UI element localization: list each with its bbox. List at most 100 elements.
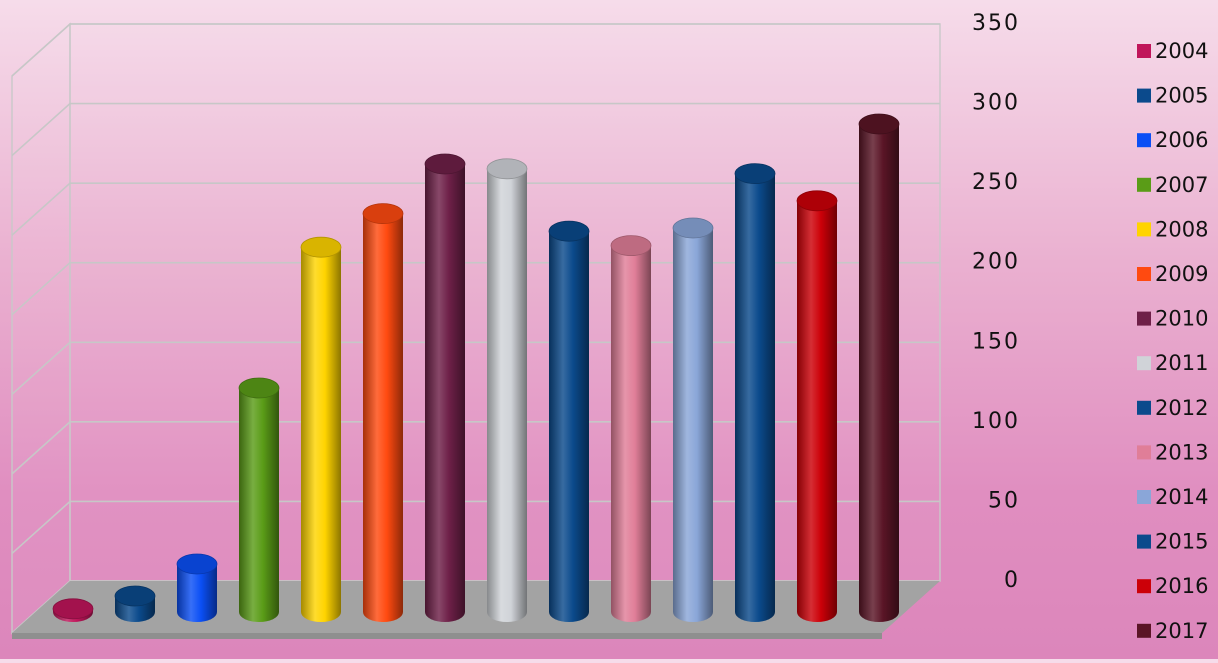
gridline-250 bbox=[11, 182, 940, 236]
legend-item-2004: 2004 bbox=[1137, 39, 1208, 63]
bar-2009 bbox=[362, 203, 404, 622]
legend-swatch bbox=[1137, 579, 1151, 594]
legend-swatch bbox=[1137, 88, 1151, 103]
legend-swatch bbox=[1137, 222, 1151, 237]
bar-2005 bbox=[114, 585, 156, 622]
bar-body bbox=[859, 124, 899, 622]
bar-body bbox=[611, 245, 651, 622]
y-tick-label: 300 bbox=[972, 91, 1020, 116]
bar-2007 bbox=[238, 377, 280, 622]
legend-label: 2007 bbox=[1155, 173, 1208, 197]
legend-item-2011: 2011 bbox=[1137, 351, 1208, 375]
bar-top bbox=[548, 220, 590, 242]
legend-item-2010: 2010 bbox=[1137, 307, 1208, 331]
bar-top bbox=[486, 158, 528, 180]
bars bbox=[52, 113, 900, 623]
legend-swatch bbox=[1137, 534, 1151, 549]
y-tick-label: 100 bbox=[972, 409, 1020, 434]
legend-swatch bbox=[1137, 400, 1151, 415]
bar-top bbox=[610, 235, 652, 257]
legend-item-2012: 2012 bbox=[1137, 396, 1208, 420]
bar-top bbox=[858, 113, 900, 135]
legend: 2004 2005 2006 2007 2008 2009 2010 2011 2012 2013… bbox=[1137, 39, 1208, 643]
bar-top bbox=[424, 153, 466, 175]
bar-body bbox=[301, 247, 341, 622]
legend-item-2006: 2006 bbox=[1137, 128, 1208, 152]
bar-2006 bbox=[176, 553, 218, 622]
legend-swatch bbox=[1137, 490, 1151, 504]
bar-2017 bbox=[858, 113, 900, 622]
bar-top bbox=[176, 553, 218, 575]
legend-item-2016: 2016 bbox=[1137, 574, 1208, 598]
bar-2014 bbox=[672, 217, 714, 622]
y-axis-ticks: 0 50 100 150 200 250 300 350 bbox=[972, 11, 1020, 593]
legend-item-2014: 2014 bbox=[1137, 485, 1208, 509]
y-tick-label: 250 bbox=[972, 170, 1020, 195]
bar-body bbox=[487, 168, 527, 623]
bar-top bbox=[114, 585, 156, 607]
legend-label: 2012 bbox=[1155, 396, 1208, 420]
bar-2016 bbox=[796, 190, 838, 623]
bar-top bbox=[300, 236, 342, 258]
legend-label: 2011 bbox=[1155, 351, 1208, 375]
bar-body bbox=[797, 200, 837, 623]
bar-top bbox=[734, 163, 776, 185]
legend-item-2005: 2005 bbox=[1137, 84, 1208, 108]
bar-2010 bbox=[424, 153, 466, 622]
legend-item-2015: 2015 bbox=[1137, 530, 1208, 554]
legend-swatch bbox=[1137, 44, 1151, 58]
legend-label: 2005 bbox=[1155, 84, 1208, 108]
legend-label: 2016 bbox=[1155, 574, 1208, 598]
legend-label: 2015 bbox=[1155, 530, 1208, 554]
bar-body bbox=[673, 228, 713, 622]
bar-2015 bbox=[734, 163, 776, 622]
bar-2013 bbox=[610, 235, 652, 622]
bar-top bbox=[672, 217, 714, 239]
y-tick-label: 0 bbox=[1004, 568, 1020, 593]
bar-body bbox=[549, 231, 589, 622]
y-tick-label: 50 bbox=[988, 488, 1020, 513]
legend-swatch bbox=[1137, 356, 1151, 371]
bar-body bbox=[177, 564, 217, 622]
bar-top bbox=[52, 598, 94, 620]
legend-label: 2017 bbox=[1155, 619, 1208, 643]
legend-swatch bbox=[1137, 445, 1151, 460]
legend-swatch bbox=[1137, 177, 1151, 192]
legend-item-2009: 2009 bbox=[1137, 262, 1208, 286]
legend-label: 2008 bbox=[1155, 217, 1208, 241]
bar-body bbox=[363, 213, 403, 622]
bar-body bbox=[425, 164, 465, 622]
bar-2012 bbox=[548, 220, 590, 622]
legend-label: 2014 bbox=[1155, 485, 1208, 509]
gridline-300 bbox=[11, 102, 940, 157]
bar-top bbox=[238, 377, 280, 399]
legend-label: 2006 bbox=[1155, 128, 1208, 152]
legend-label: 2013 bbox=[1155, 440, 1208, 464]
legend-item-2007: 2007 bbox=[1137, 173, 1208, 197]
bar-2011 bbox=[486, 158, 528, 623]
legend-swatch bbox=[1137, 267, 1151, 281]
legend-swatch bbox=[1137, 623, 1151, 638]
y-tick-label: 350 bbox=[972, 11, 1020, 36]
side-wall bbox=[11, 22, 71, 635]
legend-label: 2009 bbox=[1155, 262, 1208, 286]
floor-edge bbox=[12, 633, 882, 639]
bar-top bbox=[362, 203, 404, 225]
gridline-350 bbox=[11, 23, 940, 77]
bar-2004 bbox=[52, 598, 94, 622]
bar-body bbox=[735, 173, 775, 622]
y-tick-label: 200 bbox=[972, 250, 1020, 275]
legend-item-2017: 2017 bbox=[1137, 619, 1208, 643]
legend-label: 2004 bbox=[1155, 39, 1208, 63]
legend-item-2008: 2008 bbox=[1137, 217, 1208, 241]
legend-swatch bbox=[1137, 311, 1151, 326]
y-tick-label: 150 bbox=[972, 329, 1020, 354]
legend-swatch bbox=[1137, 133, 1151, 148]
legend-label: 2010 bbox=[1155, 307, 1208, 331]
bar-top bbox=[796, 190, 838, 212]
legend-item-2013: 2013 bbox=[1137, 440, 1208, 464]
bar-body bbox=[239, 388, 279, 622]
bar-2008 bbox=[300, 236, 342, 622]
